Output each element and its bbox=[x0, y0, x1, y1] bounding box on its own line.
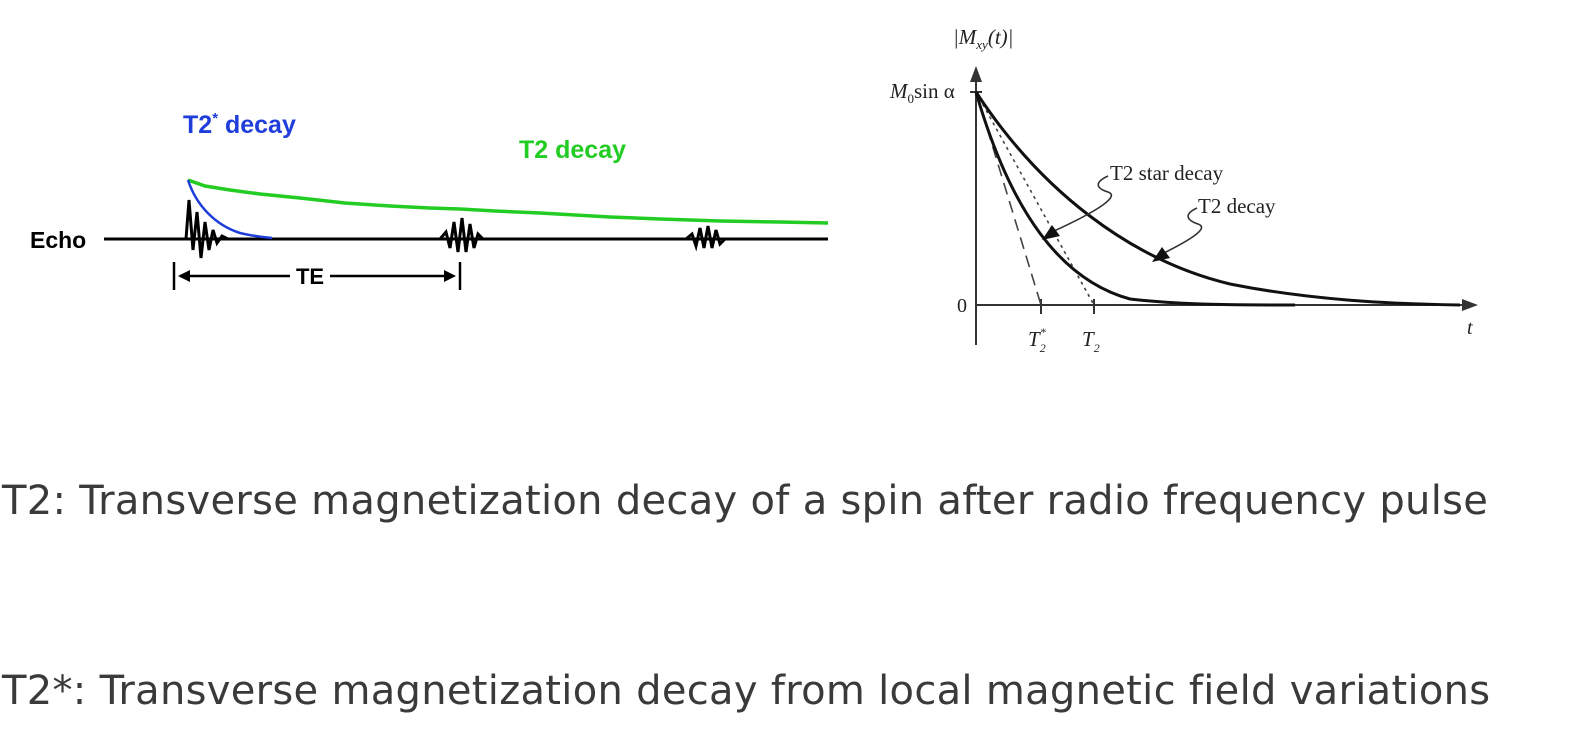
t2star-definition: T2*: Transverse magnetization decay from… bbox=[2, 668, 1491, 714]
t2-label-arrowhead bbox=[1152, 247, 1170, 262]
fid-signal bbox=[182, 199, 240, 259]
spin-echo-diagram: T2* decay T2 decay Echo TE bbox=[30, 110, 829, 290]
t2-curve-label: T2 decay bbox=[1198, 194, 1276, 218]
te-label: TE bbox=[296, 264, 324, 289]
t2star-decay-curve bbox=[974, 91, 1296, 307]
second-echo-signal bbox=[685, 225, 727, 252]
x-axis-arrowhead bbox=[1462, 299, 1478, 311]
te-arrowhead-left bbox=[178, 270, 190, 282]
y-axis-arrowhead bbox=[970, 66, 982, 82]
x-tick-t2star-label: T* 2 bbox=[1028, 325, 1046, 355]
t2star-curve-label: T2 star decay bbox=[1110, 161, 1224, 185]
x-tick-t2-label: T2 bbox=[1082, 327, 1100, 355]
t2-definition: T2: Transverse magnetization decay of a … bbox=[2, 478, 1489, 524]
echo-label: Echo bbox=[30, 227, 86, 253]
t2-decay-envelope bbox=[187, 178, 829, 225]
t2-decay-label: T2 decay bbox=[519, 136, 626, 164]
y-zero-tick-label: 0 bbox=[957, 295, 967, 317]
t2star-label-leader bbox=[1051, 175, 1113, 233]
t2-decay-curve bbox=[974, 91, 1461, 307]
y-top-tick-label: M0sin α bbox=[889, 79, 955, 106]
t2-tangent-line bbox=[975, 91, 1095, 306]
first-echo-signal bbox=[438, 217, 485, 253]
t2star-decay-label: T2* decay bbox=[183, 110, 296, 139]
t2star-decay-curve bbox=[186, 179, 273, 240]
t2-label-leader bbox=[1161, 207, 1203, 255]
te-arrowhead-right bbox=[444, 270, 456, 282]
decay-plot: |Mxy(t)| M0sin α 0 t T* 2 T2 T2 star deca… bbox=[889, 25, 1478, 355]
x-axis-label: t bbox=[1467, 317, 1473, 339]
y-axis-label: |Mxy(t)| bbox=[953, 25, 1013, 52]
t2star-label-arrowhead bbox=[1042, 225, 1060, 240]
